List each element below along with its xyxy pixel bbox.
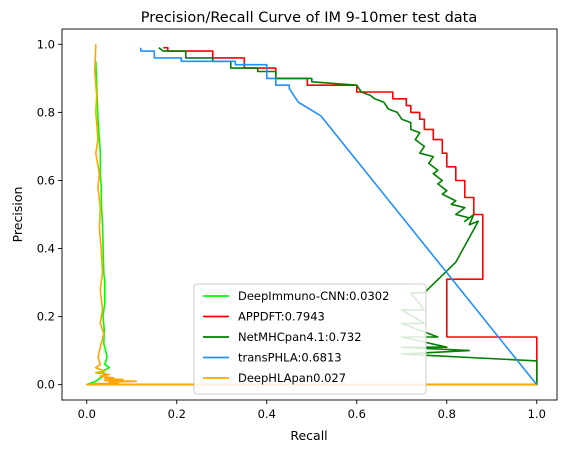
y-tick-label: 1.0: [37, 37, 55, 51]
x-tick-label: 0.4: [258, 407, 276, 421]
y-tick-label: 0.0: [37, 378, 55, 392]
legend-box: [193, 283, 427, 395]
legend-label: NetMHCpan4.1:0.732: [238, 330, 362, 344]
x-tick-label: 0.2: [168, 407, 186, 421]
y-axis: 0.0 0.2 0.4 0.6 0.8 1.0: [37, 37, 62, 392]
x-tick-label: 1.0: [528, 407, 546, 421]
series-line-1: [86, 46, 538, 386]
series-line-3: [140, 47, 538, 386]
legend-label: APPDFT:0.7943: [238, 310, 325, 324]
legend: DeepImmuno-CNN:0.0302 APPDFT:0.7943 NetMHC…: [193, 283, 427, 395]
plot-frame: [61, 28, 558, 401]
x-axis: 0.0 0.2 0.4 0.6 0.8 1.0: [78, 400, 546, 421]
legend-label: DeepHLApan0.027: [238, 371, 346, 385]
y-tick-label: 0.4: [37, 242, 55, 256]
x-tick-label: 0.8: [438, 407, 456, 421]
legend-label: transPHLA:0.6813: [238, 351, 342, 365]
y-tick-label: 0.2: [37, 310, 55, 324]
chart-title: Precision/Recall Curve of IM 9-10mer tes…: [141, 10, 477, 26]
legend-label: DeepImmuno-CNN:0.0302: [238, 289, 389, 303]
y-tick-label: 0.6: [37, 173, 55, 187]
x-tick-label: 0.0: [78, 407, 96, 421]
y-axis-label: Precision: [10, 187, 25, 243]
x-axis-label: Recall: [290, 428, 327, 443]
series-line-4: [86, 44, 537, 386]
x-tick-label: 0.6: [348, 407, 366, 421]
y-tick-label: 0.8: [37, 105, 55, 119]
